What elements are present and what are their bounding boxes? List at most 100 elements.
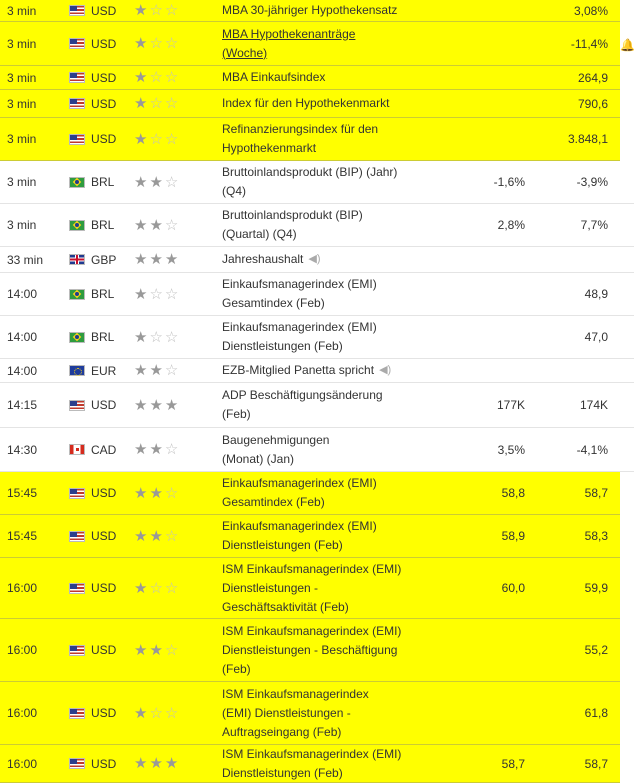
calendar-row[interactable]: 16:00 USD ★ ★ ☆ ISM Einkaufsmanagerindex (EMI…: [0, 619, 620, 682]
calendar-row[interactable]: 16:00 USD ★ ★ ★ ISM Einkaufsmanagerindex (EMI…: [0, 745, 620, 783]
actual-value: 58,8: [501, 486, 525, 500]
event-time: 3 min: [7, 96, 37, 111]
currency-code: USD: [91, 36, 117, 51]
importance-stars: ★ ★ ☆: [134, 204, 194, 246]
previous-value: 58,7: [584, 756, 608, 771]
flag-cell: [69, 515, 85, 557]
brazil-flag-icon: [69, 331, 85, 343]
calendar-row[interactable]: 3 min BRL ★ ★ ☆ Bruttoinlandsprodukt (BIP) (Q…: [0, 204, 634, 247]
currency-code: USD: [91, 398, 117, 412]
event-name: ADP Beschäftigungsänderung (Feb): [222, 383, 392, 427]
star-icon: ★: [164, 251, 179, 268]
us-flag-icon: [69, 5, 85, 16]
event-name[interactable]: MBA Hypothekenanträge (Woche): [222, 22, 372, 65]
calendar-row[interactable]: 3 min USD ★ ☆ ☆ MBA Hypothekenanträge (Woche)…: [0, 22, 620, 66]
event-name-text: Einkaufsmanagerindex (EMI) Dienstleistun…: [222, 519, 377, 552]
event-name-text: ISM Einkaufsmanagerindex (EMI) Dienstlei…: [222, 623, 402, 676]
previous-value: 174K: [579, 398, 608, 412]
currency-code: CAD: [91, 442, 117, 457]
event-name-text: Einkaufsmanagerindex (EMI) Gesamtindex (…: [222, 277, 377, 310]
flag-cell: [69, 745, 85, 782]
currency-code: BRL: [91, 330, 115, 344]
event-time: 3 min: [7, 3, 37, 18]
calendar-row[interactable]: 3 min USD ★ ☆ ☆ Refinanzierungsindex für den …: [0, 118, 620, 161]
star-icon: ☆: [149, 704, 163, 722]
star-icon: ★: [149, 251, 163, 268]
calendar-row[interactable]: 3 min USD ★ ☆ ☆ MBA 30-jähriger Hypothekensat…: [0, 0, 620, 22]
flag-cell: [69, 619, 85, 681]
flag-cell: [69, 22, 85, 65]
actual-value: 177K: [496, 398, 525, 412]
calendar-row[interactable]: 14:00 EUR ★ ★ ☆ EZB-Mitglied Panetta spricht ◀…: [0, 359, 634, 383]
us-flag-icon: [69, 133, 85, 145]
event-name-text: Jahreshaushalt: [222, 252, 304, 266]
flag-cell: [69, 682, 85, 744]
event-name-text: Refinanzierungsindex für den Hypothekenm…: [222, 122, 379, 155]
star-icon: ★: [134, 441, 148, 458]
us-flag-icon: [69, 98, 85, 109]
actual-value: [420, 22, 525, 65]
star-icon: ☆: [164, 328, 179, 346]
star-icon: ★: [134, 641, 148, 659]
actual-value: 2,8%: [497, 218, 525, 232]
previous-value: 58,7: [584, 486, 608, 500]
calendar-row[interactable]: 16:00 USD ★ ☆ ☆ ISM Einkaufsmanagerindex (EMI…: [0, 682, 620, 745]
actual-value: [420, 90, 525, 117]
calendar-row[interactable]: 33 min GBP ★ ★ ★ Jahreshaushalt ◀): [0, 247, 634, 273]
calendar-row[interactable]: 3 min USD ★ ☆ ☆ Index für den Hypothekenmarkt…: [0, 90, 620, 118]
brazil-flag-icon: [69, 219, 85, 231]
calendar-row[interactable]: 16:00 USD ★ ☆ ☆ ISM Einkaufsmanagerindex (EMI…: [0, 558, 620, 619]
us-flag-icon: [69, 758, 85, 769]
star-icon: ☆: [164, 35, 179, 52]
event-name: Refinanzierungsindex für den Hypothekenm…: [222, 118, 392, 160]
previous-value: -3,9%: [576, 175, 608, 189]
actual-value: 58,9: [501, 529, 525, 543]
currency-code: USD: [91, 529, 117, 543]
currency-code: BRL: [91, 287, 115, 301]
event-name-text[interactable]: MBA Hypothekenanträge (Woche): [222, 26, 356, 60]
bell-plus-icon[interactable]: 🔔: [620, 38, 634, 52]
flag-cell: [69, 359, 85, 382]
importance-stars: ★ ★ ★: [134, 383, 194, 427]
actual-value: [420, 273, 525, 315]
previous-value: 3.848,1: [567, 132, 608, 146]
brazil-flag-icon: [69, 288, 85, 300]
star-icon: ★: [149, 641, 163, 659]
star-icon: ☆: [149, 285, 163, 303]
previous-value: -11,4%: [570, 36, 608, 51]
event-name: Bruttoinlandsprodukt (BIP) (Jahr) (Q4): [222, 161, 412, 203]
us-flag-icon: [69, 399, 85, 411]
star-icon: ★: [149, 484, 163, 502]
calendar-row[interactable]: 15:45 USD ★ ★ ☆ Einkaufsmanagerindex (EMI) Di…: [0, 515, 620, 558]
event-name: ISM Einkaufsmanagerindex (EMI) Dienstlei…: [222, 745, 402, 782]
uk-flag-icon: [69, 254, 85, 265]
importance-stars: ★ ☆ ☆: [134, 22, 194, 65]
star-icon: ★: [149, 396, 163, 414]
calendar-row[interactable]: 3 min BRL ★ ★ ☆ Bruttoinlandsprodukt (BIP) (J…: [0, 161, 634, 204]
currency-code: EUR: [91, 363, 117, 378]
speaker-icon: ◀): [308, 253, 321, 265]
flag-cell: [69, 204, 85, 246]
star-icon: ☆: [164, 173, 179, 191]
star-icon: ★: [149, 441, 163, 458]
star-icon: ★: [134, 2, 148, 19]
calendar-row[interactable]: 14:30 CAD ★ ★ ☆ Baugenehmigungen (Monat) (Jan…: [0, 428, 634, 472]
star-icon: ★: [134, 130, 148, 148]
event-name-text: Baugenehmigungen (Monat) (Jan): [222, 432, 330, 466]
calendar-row[interactable]: 3 min USD ★ ☆ ☆ MBA Einkaufsindex 264,9: [0, 66, 620, 90]
previous-value: 58,3: [584, 529, 608, 543]
currency-code: USD: [91, 486, 117, 500]
calendar-row[interactable]: 15:45 USD ★ ★ ☆ Einkaufsmanagerindex (EMI) Ge…: [0, 472, 620, 515]
previous-value: [512, 247, 608, 272]
star-icon: ☆: [164, 285, 179, 303]
event-time: 16:00: [7, 756, 38, 771]
currency-code: USD: [91, 643, 117, 657]
calendar-row[interactable]: 14:00 BRL ★ ☆ ☆ Einkaufsmanagerindex (EMI) Di…: [0, 316, 634, 359]
star-icon: ★: [134, 484, 148, 502]
event-name: Einkaufsmanagerindex (EMI) Dienstleistun…: [222, 316, 382, 358]
calendar-row[interactable]: 14:00 BRL ★ ☆ ☆ Einkaufsmanagerindex (EMI) Ge…: [0, 273, 634, 316]
star-icon: ★: [149, 527, 163, 545]
calendar-row[interactable]: 14:15 USD ★ ★ ★ ADP Beschäftigungsänderung (F…: [0, 383, 634, 428]
importance-stars: ★ ★ ☆: [134, 428, 194, 471]
event-time: 16:00: [7, 706, 38, 720]
